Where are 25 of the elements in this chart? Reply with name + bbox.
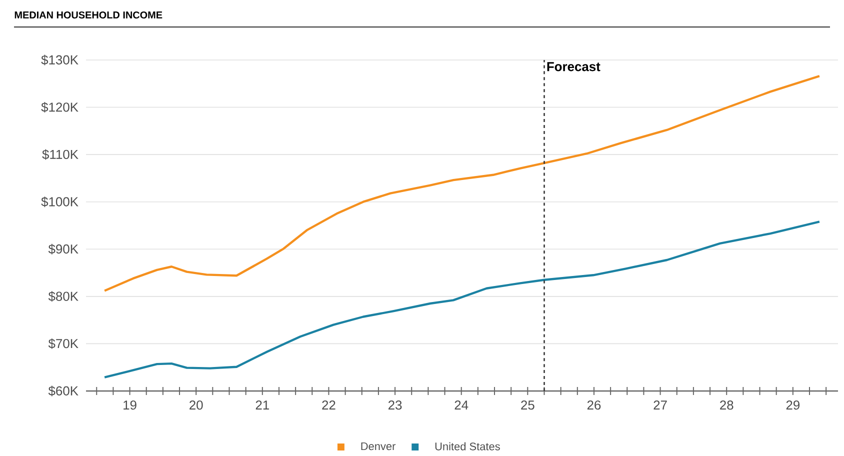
x-tick-label: 19 [124,400,136,410]
x-tick-label: 27 [654,400,667,410]
x-tick-label: 20 [190,400,203,410]
y-tick-label: $120K [41,102,78,113]
y-tick-label: $90K [48,244,78,254]
legend-label: United States [435,442,500,450]
line-series [103,74,821,292]
x-tick-label: 23 [388,400,402,410]
y-tick-label: $110K [42,149,78,160]
y-tick-label: $80K [48,291,78,302]
y-tick-label: $130K [41,54,78,66]
line-series [103,220,821,378]
legend-label: Denver [361,442,396,450]
x-tick-label: 21 [256,400,269,410]
y-tick-label: $70K [48,338,78,349]
ref-line-label: Forecast [547,62,600,72]
y-tick-label: $100K [41,196,78,208]
x-tick-label: 29 [786,400,800,410]
chart-title: MEDIAN HOUSEHOLD INCOME [14,11,162,19]
x-tick-label: 26 [587,400,601,410]
x-tick-label: 25 [521,400,534,410]
x-tick-label: 24 [454,400,468,410]
x-tick-label: 28 [720,400,734,410]
x-tick-label: 22 [322,400,336,410]
y-tick-label: $60K [48,386,78,396]
